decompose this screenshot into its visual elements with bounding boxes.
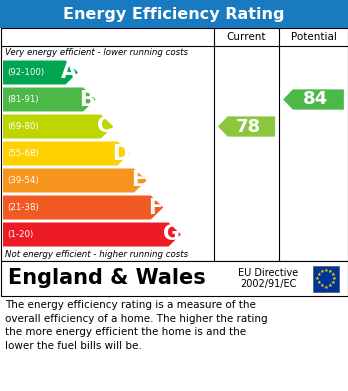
Text: 84: 84: [303, 90, 328, 108]
Text: Potential: Potential: [291, 32, 337, 42]
Text: ★: ★: [316, 272, 321, 277]
Text: ★: ★: [324, 267, 329, 273]
Text: B: B: [79, 90, 95, 109]
Text: 78: 78: [236, 118, 261, 136]
Text: Energy Efficiency Rating: Energy Efficiency Rating: [63, 7, 285, 22]
Text: (21-38): (21-38): [7, 203, 39, 212]
Polygon shape: [3, 142, 130, 165]
Text: (81-91): (81-91): [7, 95, 39, 104]
Bar: [0, 0, 348, 28]
Text: (39-54): (39-54): [7, 176, 39, 185]
Polygon shape: [3, 196, 163, 219]
Text: ★: ★: [328, 283, 333, 288]
Bar: [0, 28, 348, 261]
Polygon shape: [218, 117, 275, 136]
Text: D: D: [112, 143, 129, 163]
Text: E: E: [132, 170, 146, 190]
Bar: [313, 265, 339, 292]
Bar: [0, 261, 348, 296]
Text: G: G: [163, 224, 180, 244]
Text: F: F: [148, 197, 162, 217]
Text: Not energy efficient - higher running costs: Not energy efficient - higher running co…: [5, 250, 188, 259]
Text: ★: ★: [319, 283, 324, 288]
Text: (1-20): (1-20): [7, 230, 33, 239]
Text: EU Directive: EU Directive: [238, 267, 298, 278]
Text: ★: ★: [331, 272, 336, 277]
Polygon shape: [3, 115, 113, 138]
Text: (55-68): (55-68): [7, 149, 39, 158]
Text: ★: ★: [319, 269, 324, 274]
Text: A: A: [61, 63, 77, 83]
Text: England & Wales: England & Wales: [8, 269, 206, 289]
Text: ★: ★: [324, 285, 329, 289]
Text: The energy efficiency rating is a measure of the
overall efficiency of a home. T: The energy efficiency rating is a measur…: [5, 300, 268, 351]
Text: ★: ★: [331, 280, 336, 285]
Text: C: C: [97, 117, 112, 136]
Text: ★: ★: [328, 269, 333, 274]
Text: ★: ★: [332, 276, 337, 281]
Text: Current: Current: [227, 32, 266, 42]
Text: (92-100): (92-100): [7, 68, 44, 77]
Polygon shape: [283, 90, 344, 109]
Text: Very energy efficient - lower running costs: Very energy efficient - lower running co…: [5, 48, 188, 57]
Text: 2002/91/EC: 2002/91/EC: [240, 280, 296, 289]
Polygon shape: [3, 88, 96, 111]
Polygon shape: [3, 169, 147, 192]
Text: ★: ★: [316, 280, 321, 285]
Polygon shape: [3, 222, 181, 246]
Polygon shape: [3, 61, 78, 84]
Text: (69-80): (69-80): [7, 122, 39, 131]
Text: ★: ★: [315, 276, 320, 281]
